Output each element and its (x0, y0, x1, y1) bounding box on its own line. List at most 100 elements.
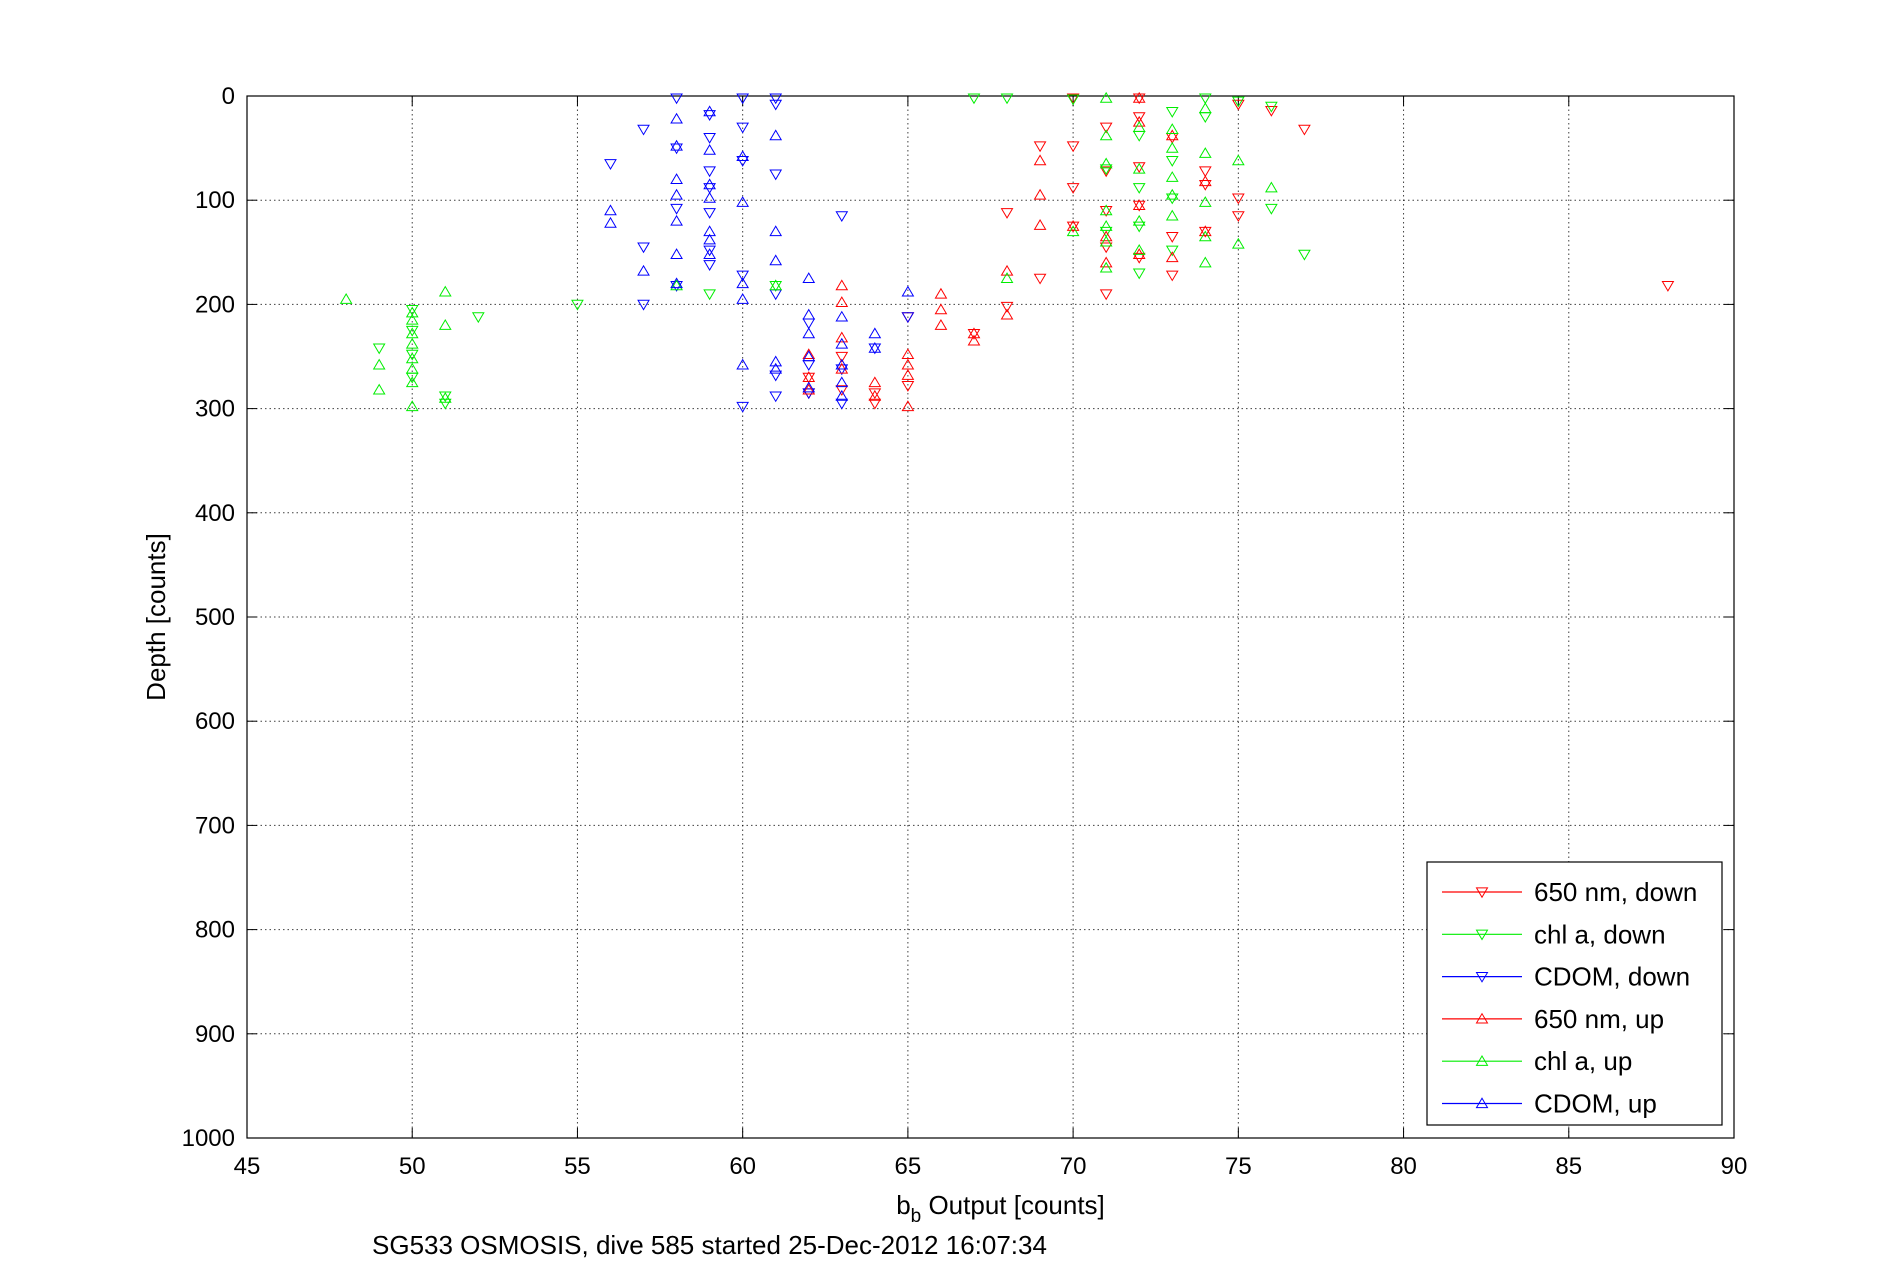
data-point (802, 372, 816, 384)
y-tick-labels: 0 100 200 300 400 500 600 700 800 900 1000 (182, 83, 235, 1152)
data-point (934, 287, 948, 299)
data-point (703, 166, 716, 178)
data-point (1099, 129, 1113, 141)
data-point (802, 350, 816, 362)
data-point (372, 383, 386, 395)
legend-marker (1475, 929, 1489, 941)
data-point (1198, 226, 1212, 238)
data-point (670, 139, 683, 151)
data-point (1132, 268, 1146, 280)
data-point (405, 327, 419, 339)
data-point (901, 285, 915, 297)
data-point (1066, 221, 1080, 233)
data-point (703, 191, 716, 203)
legend-marker (1475, 1097, 1489, 1109)
data-point (1099, 226, 1113, 238)
data-point (1033, 218, 1047, 230)
data-point (637, 124, 650, 136)
data-point (736, 196, 750, 207)
data-point (405, 304, 419, 316)
data-point (1231, 193, 1245, 205)
data-point (703, 208, 716, 219)
legend-entry: chl a, down (1442, 919, 1666, 949)
data-point (1033, 154, 1047, 166)
data-point (703, 233, 716, 245)
y-tick-label: 600 (195, 708, 235, 735)
data-point (1033, 273, 1047, 285)
data-point (1165, 232, 1179, 243)
data-point (1231, 154, 1245, 166)
data-point (1132, 214, 1146, 226)
data-point (1198, 93, 1212, 105)
legend-label: chl a, up (1534, 1046, 1632, 1076)
data-point (703, 133, 716, 144)
data-point (769, 99, 783, 111)
data-point (835, 358, 849, 370)
data-point (637, 299, 650, 311)
data-point (769, 281, 783, 292)
legend-marker (1475, 1012, 1489, 1024)
data-point (1000, 208, 1014, 219)
data-point (1066, 220, 1080, 231)
x-tick-label: 85 (1555, 1153, 1582, 1180)
data-point (1066, 225, 1080, 237)
legend-label: chl a, down (1534, 919, 1666, 949)
data-point (835, 351, 849, 363)
data-point (802, 272, 816, 283)
data-point (670, 143, 683, 155)
data-point (1099, 230, 1113, 242)
data-point (670, 281, 683, 292)
grid (246, 95, 1735, 1139)
data-point (1231, 211, 1245, 223)
data-point (1099, 220, 1113, 231)
data-point (835, 310, 849, 322)
data-point (1099, 122, 1113, 134)
data-point (802, 360, 816, 372)
data-point (1132, 162, 1146, 174)
data-point (868, 388, 882, 400)
y-tick-label: 300 (195, 396, 235, 423)
data-point (835, 398, 849, 410)
data-point (1132, 248, 1146, 260)
data-point (1099, 164, 1113, 176)
data-point (405, 337, 419, 349)
data-point (835, 296, 849, 307)
y-tick-label: 1000 (182, 1125, 235, 1152)
data-point (769, 129, 783, 141)
legend-entries: 650 nm, down chl a, down CDOM, down 650 nm,… (1442, 877, 1697, 1119)
data-point (703, 248, 716, 260)
data-point (405, 376, 419, 388)
data-point (1132, 115, 1146, 127)
data-point (670, 279, 683, 291)
data-point (736, 270, 750, 282)
data-point (1198, 102, 1212, 114)
data-point (835, 362, 849, 374)
y-tick-label: 400 (195, 500, 235, 527)
data-point (1099, 204, 1113, 216)
data-point (1132, 91, 1146, 103)
data-point (1132, 199, 1146, 211)
data-point (1165, 107, 1179, 118)
data-point (736, 150, 750, 162)
data-point (802, 327, 816, 339)
x-axis-title-rest: Output [counts] (921, 1190, 1105, 1220)
x-tick-label: 50 (399, 1153, 426, 1180)
legend-label: 650 nm, up (1534, 1004, 1664, 1034)
data-point (802, 381, 816, 393)
data-point (769, 169, 783, 181)
series-3 (802, 91, 1212, 412)
data-point (802, 308, 816, 320)
axis-ticks (246, 95, 1735, 1139)
data-point (703, 178, 716, 190)
data-point (1165, 141, 1179, 153)
data-markers (339, 91, 1675, 413)
data-point (967, 328, 981, 340)
y-tick-label: 700 (195, 812, 235, 839)
legend-label: CDOM, down (1534, 962, 1690, 992)
data-point (1231, 96, 1245, 108)
data-point (769, 254, 783, 266)
data-point (835, 331, 849, 343)
x-tick-label: 70 (1060, 1153, 1087, 1180)
data-point (405, 306, 419, 318)
